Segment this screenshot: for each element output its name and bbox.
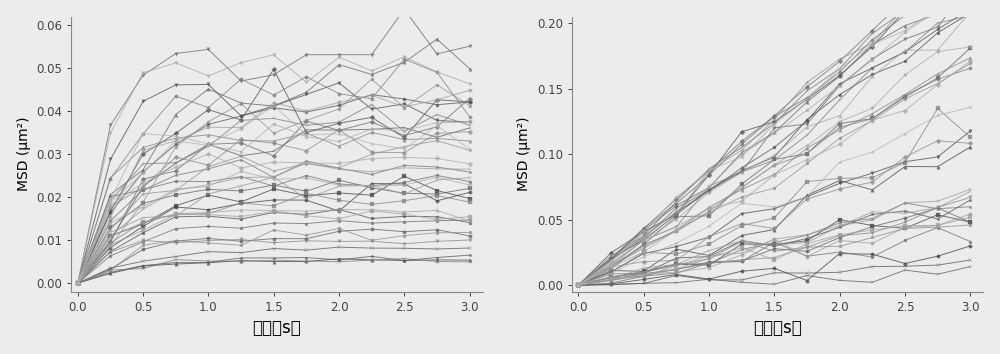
Y-axis label: MSD (μm²): MSD (μm²) [17, 117, 31, 192]
X-axis label: 时间（s）: 时间（s） [753, 319, 802, 337]
X-axis label: 时间（s）: 时间（s） [253, 319, 301, 337]
Y-axis label: MSD (μm²): MSD (μm²) [517, 117, 531, 192]
